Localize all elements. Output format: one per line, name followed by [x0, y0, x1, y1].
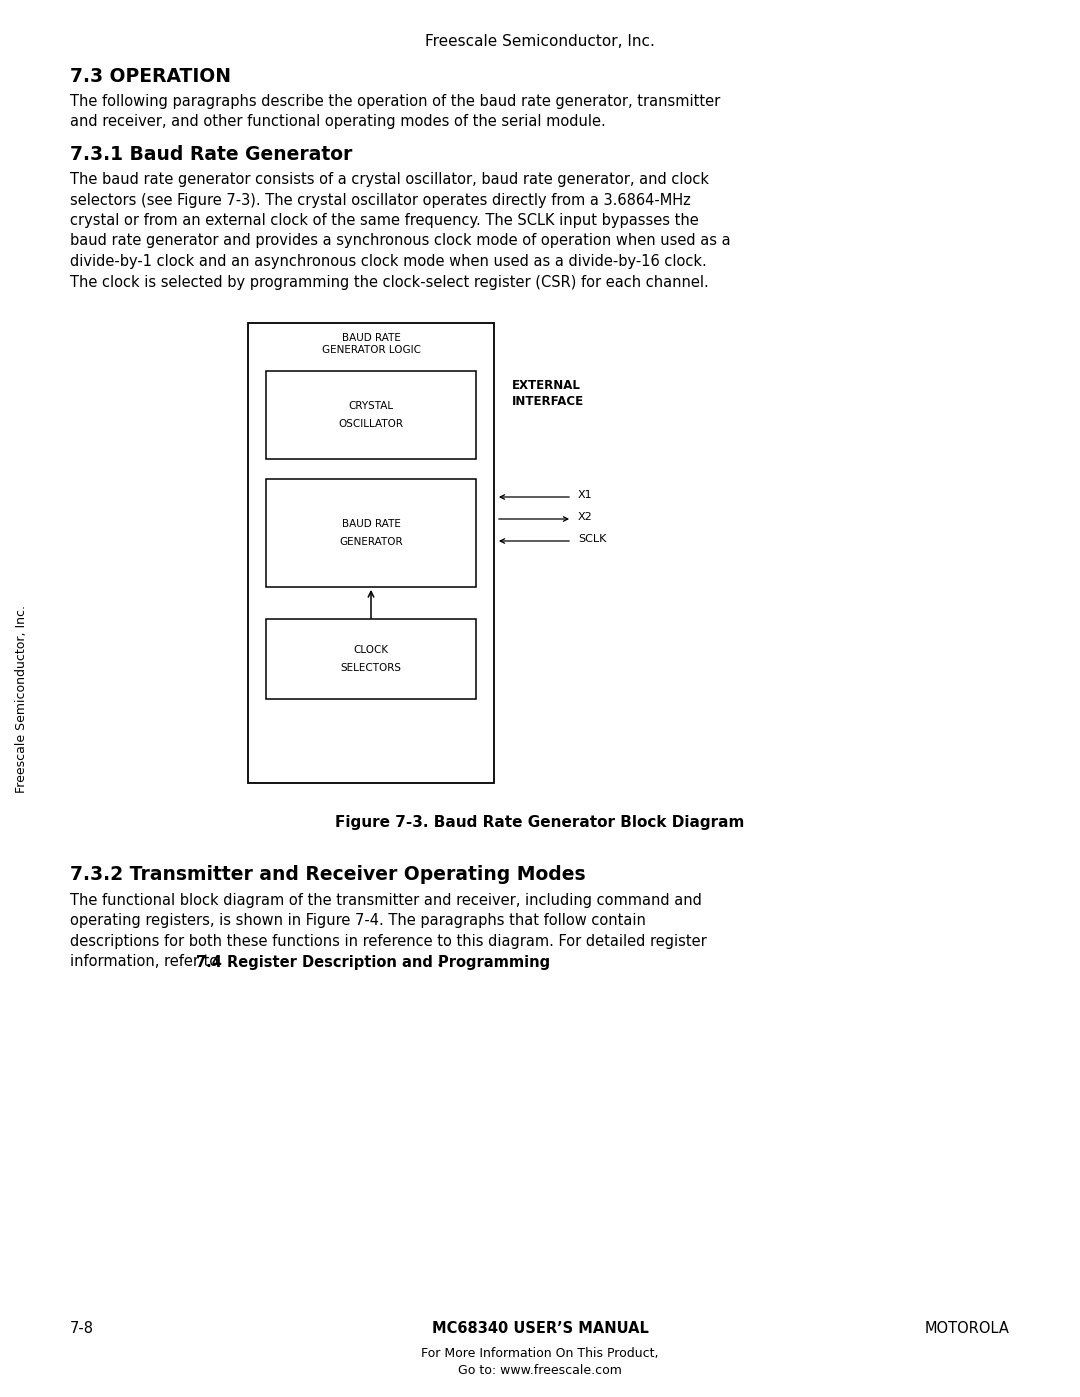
Text: The following paragraphs describe the operation of the baud rate generator, tran: The following paragraphs describe the op…	[70, 94, 720, 109]
Text: operating registers, is shown in Figure 7-4. The paragraphs that follow contain: operating registers, is shown in Figure …	[70, 914, 646, 929]
Text: Freescale Semiconductor, Inc.: Freescale Semiconductor, Inc.	[426, 34, 654, 49]
Text: The baud rate generator consists of a crystal oscillator, baud rate generator, a: The baud rate generator consists of a cr…	[70, 172, 708, 187]
Text: baud rate generator and provides a synchronous clock mode of operation when used: baud rate generator and provides a synch…	[70, 233, 731, 249]
Text: INTERFACE: INTERFACE	[512, 395, 584, 408]
Bar	[266, 619, 476, 698]
Bar	[248, 323, 494, 782]
Text: 7.3.2 Transmitter and Receiver Operating Modes: 7.3.2 Transmitter and Receiver Operating…	[70, 865, 585, 884]
Text: The functional block diagram of the transmitter and receiver, including command : The functional block diagram of the tran…	[70, 893, 702, 908]
Text: selectors (see Figure 7-3). The crystal oscillator operates directly from a 3.68: selectors (see Figure 7-3). The crystal …	[70, 193, 691, 208]
Text: X2: X2	[578, 511, 593, 522]
Text: For More Information On This Product,: For More Information On This Product,	[421, 1347, 659, 1361]
Text: X1: X1	[578, 490, 593, 500]
Text: 7.3 OPERATION: 7.3 OPERATION	[70, 67, 231, 87]
Text: SELECTORS: SELECTORS	[340, 664, 402, 673]
Text: MOTOROLA: MOTOROLA	[926, 1322, 1010, 1336]
Text: GENERATOR LOGIC: GENERATOR LOGIC	[322, 345, 420, 355]
Text: EXTERNAL: EXTERNAL	[512, 379, 581, 393]
Text: SCLK: SCLK	[578, 534, 606, 543]
Text: OSCILLATOR: OSCILLATOR	[338, 419, 404, 429]
Text: 7.3.1 Baud Rate Generator: 7.3.1 Baud Rate Generator	[70, 145, 352, 163]
Bar	[266, 372, 476, 460]
Text: descriptions for both these functions in reference to this diagram. For detailed: descriptions for both these functions in…	[70, 935, 706, 949]
Text: divide-by-1 clock and an asynchronous clock mode when used as a divide-by-16 clo: divide-by-1 clock and an asynchronous cl…	[70, 254, 706, 270]
Text: Go to: www.freescale.com: Go to: www.freescale.com	[458, 1363, 622, 1377]
Text: BAUD RATE: BAUD RATE	[341, 520, 401, 529]
Text: 7-8: 7-8	[70, 1322, 94, 1336]
Bar	[266, 479, 476, 587]
Text: .: .	[436, 954, 441, 970]
Text: MC68340 USER’S MANUAL: MC68340 USER’S MANUAL	[432, 1322, 648, 1336]
Text: 7.4 Register Description and Programming: 7.4 Register Description and Programming	[195, 954, 550, 970]
Text: Figure 7-3. Baud Rate Generator Block Diagram: Figure 7-3. Baud Rate Generator Block Di…	[335, 814, 745, 830]
Text: crystal or from an external clock of the same frequency. The SCLK input bypasses: crystal or from an external clock of the…	[70, 212, 699, 228]
Text: BAUD RATE: BAUD RATE	[341, 332, 401, 344]
Text: information, refer to: information, refer to	[70, 954, 222, 970]
Text: Freescale Semiconductor, Inc.: Freescale Semiconductor, Inc.	[15, 605, 28, 793]
Text: and receiver, and other functional operating modes of the serial module.: and receiver, and other functional opera…	[70, 115, 606, 129]
Text: CLOCK: CLOCK	[353, 645, 389, 655]
Text: GENERATOR: GENERATOR	[339, 536, 403, 548]
Text: The clock is selected by programming the clock-select register (CSR) for each ch: The clock is selected by programming the…	[70, 274, 708, 289]
Text: CRYSTAL: CRYSTAL	[349, 401, 393, 411]
